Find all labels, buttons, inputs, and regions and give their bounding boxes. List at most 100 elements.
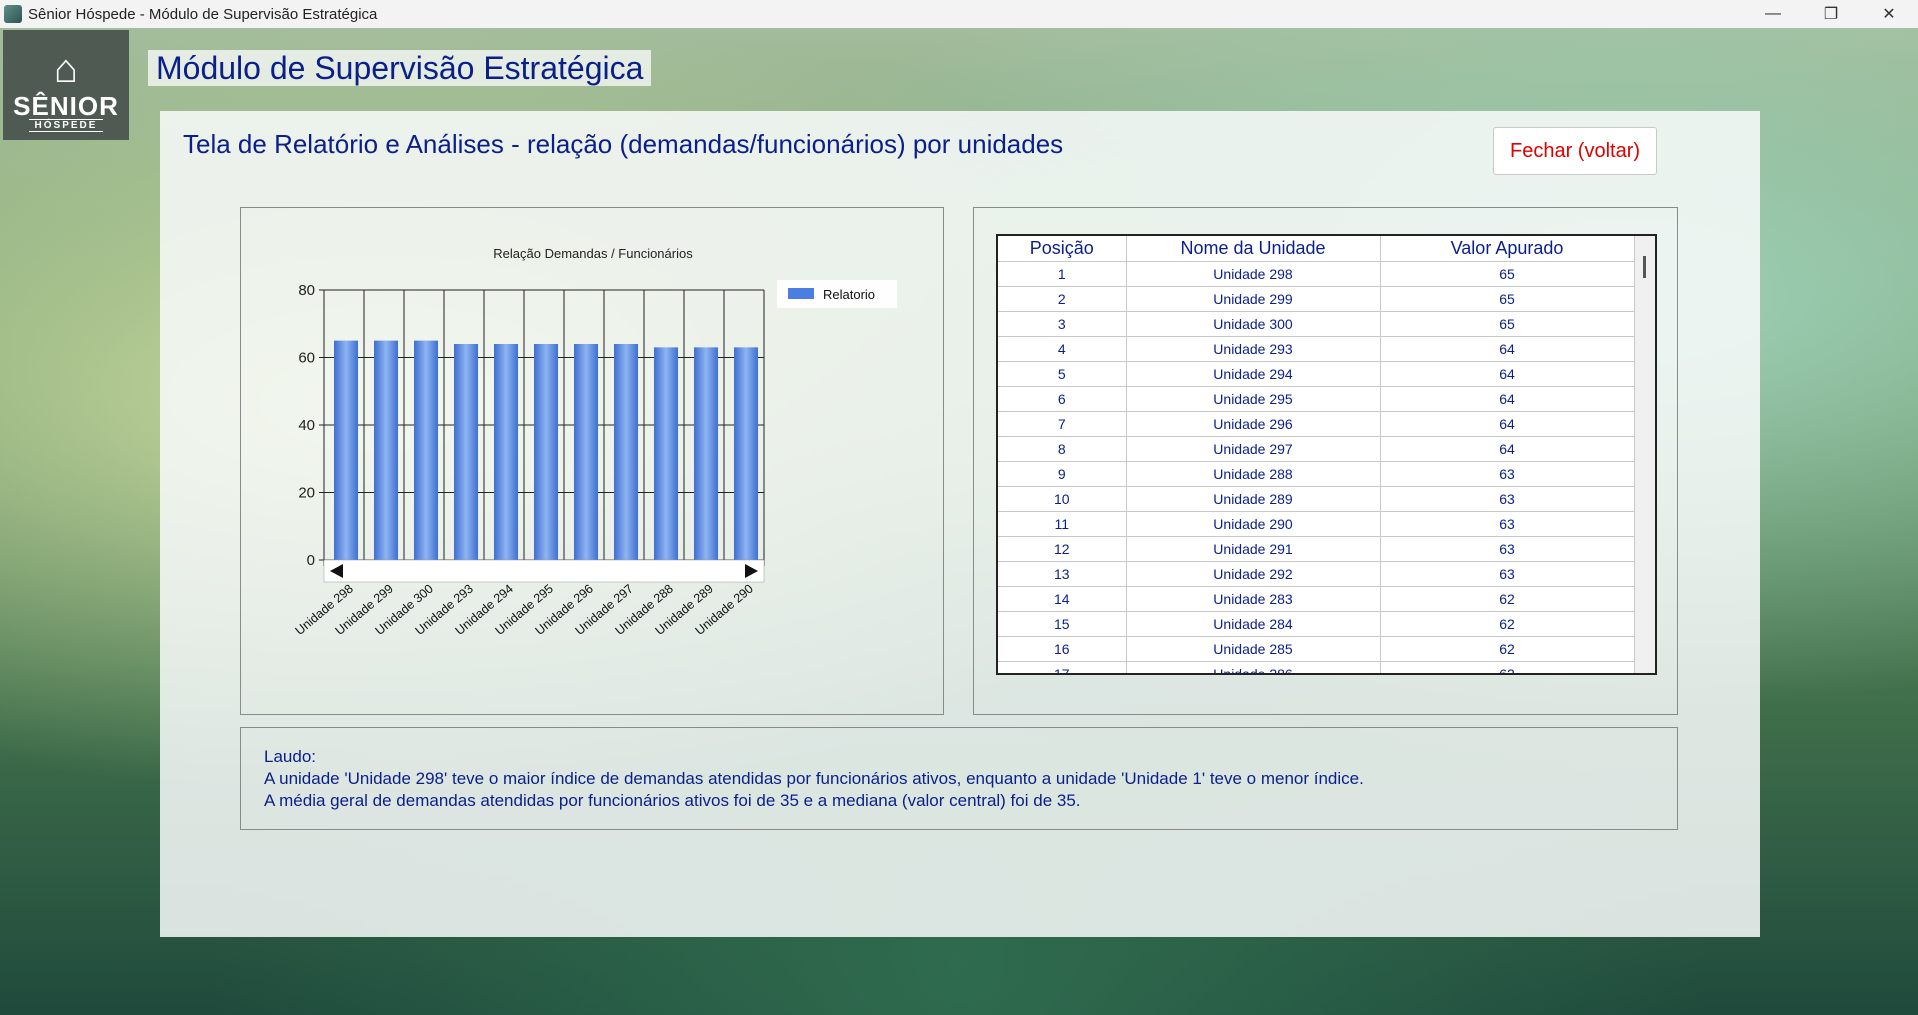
- chart-bar: [374, 340, 398, 560]
- cell-value: 64: [1380, 436, 1635, 462]
- cell-value: 64: [1380, 361, 1635, 387]
- window-controls: — ❐ ✕: [1744, 0, 1918, 28]
- cell-value: 63: [1380, 561, 1635, 587]
- cell-position: 5: [998, 361, 1127, 387]
- chart-title: Relação Demandas / Funcionários: [493, 246, 693, 261]
- table-row[interactable]: 14 Unidade 283 62: [998, 586, 1635, 612]
- chart-bar: [334, 340, 358, 560]
- cell-value: 64: [1380, 336, 1635, 362]
- cell-position: 6: [998, 386, 1127, 412]
- table-row[interactable]: 7 Unidade 296 64: [998, 411, 1635, 437]
- cell-unit-name: Unidade 288: [1126, 461, 1381, 487]
- scroll-left-arrow-icon[interactable]: [330, 564, 343, 578]
- cell-position: 8: [998, 436, 1127, 462]
- cell-unit-name: Unidade 289: [1126, 486, 1381, 512]
- minimize-button[interactable]: —: [1765, 5, 1781, 22]
- table-row[interactable]: 1 Unidade 298 65: [998, 261, 1635, 287]
- cell-unit-name: Unidade 297: [1126, 436, 1381, 462]
- cell-value: 64: [1380, 386, 1635, 412]
- table-row[interactable]: 4 Unidade 293 64: [998, 336, 1635, 362]
- table-row[interactable]: 2 Unidade 299 65: [998, 286, 1635, 312]
- y-tick-label: 0: [307, 552, 315, 569]
- cell-position: 13: [998, 561, 1127, 587]
- chart-bar: [734, 347, 758, 560]
- chart-bar: [654, 347, 678, 560]
- cell-position: 1: [998, 261, 1127, 287]
- cell-value: 63: [1380, 486, 1635, 512]
- cell-position: 3: [998, 311, 1127, 337]
- cell-position: 7: [998, 411, 1127, 437]
- chart-container: Relação Demandas / Funcionários 0 20 40 60 80…: [240, 207, 944, 715]
- table-row[interactable]: 3 Unidade 300 65: [998, 311, 1635, 337]
- table-row[interactable]: 5 Unidade 294 64: [998, 361, 1635, 387]
- restore-button[interactable]: ❐: [1823, 6, 1839, 23]
- table-row[interactable]: 15 Unidade 284 62: [998, 611, 1635, 637]
- cell-value: 65: [1380, 261, 1635, 287]
- cell-unit-name: Unidade 284: [1126, 611, 1381, 637]
- cell-unit-name: Unidade 295: [1126, 386, 1381, 412]
- laudo-box: Laudo: A unidade 'Unidade 298' teve o ma…: [240, 727, 1678, 830]
- report-title: Tela de Relatório e Análises - relação (…: [183, 129, 1064, 159]
- cell-value: 65: [1380, 286, 1635, 312]
- table-row[interactable]: 12 Unidade 291 63: [998, 536, 1635, 562]
- legend-label: Relatorio: [823, 287, 875, 302]
- logo: ⌂ SÊNIOR HÓSPEDE: [3, 30, 129, 140]
- table-header-row: Posição Nome da Unidade Valor Apurado: [998, 236, 1635, 262]
- cell-position: 11: [998, 511, 1127, 537]
- module-title: Módulo de Supervisão Estratégica: [148, 50, 652, 86]
- table-row[interactable]: 10 Unidade 289 63: [998, 486, 1635, 512]
- chart-bar: [414, 340, 438, 560]
- table-row[interactable]: 6 Unidade 295 64: [998, 386, 1635, 412]
- chart-scrollbar: [323, 559, 765, 583]
- cell-value: 62: [1380, 661, 1635, 673]
- y-tick-label: 40: [298, 417, 315, 434]
- cell-position: 12: [998, 536, 1127, 562]
- bar-chart: Relação Demandas / Funcionários 0 20 40 60 80…: [293, 246, 897, 638]
- scroll-right-arrow-icon[interactable]: [745, 564, 758, 578]
- chart-bar: [494, 344, 518, 560]
- table-row[interactable]: 11 Unidade 290 63: [998, 511, 1635, 537]
- table-row[interactable]: 16 Unidade 285 62: [998, 636, 1635, 662]
- close-back-button[interactable]: Fechar (voltar): [1493, 127, 1657, 175]
- chart-bar: [534, 344, 558, 560]
- laudo-line-2: A média geral de demandas atendidas por …: [264, 791, 1081, 810]
- y-tick-label: 80: [298, 282, 315, 299]
- app-icon: [4, 5, 22, 23]
- table-row[interactable]: 9 Unidade 288 63: [998, 461, 1635, 487]
- cell-value: 62: [1380, 636, 1635, 662]
- cell-unit-name: Unidade 292: [1126, 561, 1381, 587]
- cell-position: 10: [998, 486, 1127, 512]
- legend-swatch: [788, 288, 814, 299]
- cell-unit-name: Unidade 290: [1126, 511, 1381, 537]
- column-header-value[interactable]: Valor Apurado: [1380, 236, 1635, 262]
- cell-unit-name: Unidade 294: [1126, 361, 1381, 387]
- cell-unit-name: Unidade 285: [1126, 636, 1381, 662]
- logo-sub-text: HÓSPEDE: [28, 119, 104, 132]
- title-bar: Sênior Hóspede - Módulo de Supervisão Es…: [0, 0, 1918, 28]
- column-header-position[interactable]: Posição: [998, 236, 1127, 262]
- chart-bar: [694, 347, 718, 560]
- cell-value: 65: [1380, 311, 1635, 337]
- table-row[interactable]: 8 Unidade 297 64: [998, 436, 1635, 462]
- scrollbar-thumb[interactable]: [1643, 256, 1646, 278]
- column-header-unit-name[interactable]: Nome da Unidade: [1126, 236, 1381, 262]
- house-icon: ⌂: [53, 47, 79, 91]
- chart-bar: [614, 344, 638, 560]
- table-row[interactable]: 13 Unidade 292 63: [998, 561, 1635, 587]
- cell-position: 14: [998, 586, 1127, 612]
- cell-value: 62: [1380, 611, 1635, 637]
- cell-unit-name: Unidade 300: [1126, 311, 1381, 337]
- table-row[interactable]: 17 Unidade 286 62: [998, 661, 1635, 673]
- chart-bar: [454, 344, 478, 560]
- cell-unit-name: Unidade 293: [1126, 336, 1381, 362]
- close-window-button[interactable]: ✕: [1882, 6, 1896, 23]
- y-tick-label: 60: [298, 350, 315, 367]
- window-title: Sênior Hóspede - Módulo de Supervisão Es…: [28, 5, 378, 23]
- cell-unit-name: Unidade 283: [1126, 586, 1381, 612]
- cell-unit-name: Unidade 298: [1126, 261, 1381, 287]
- vertical-scrollbar[interactable]: [1635, 236, 1655, 673]
- laudo-label: Laudo:: [264, 747, 316, 766]
- cell-position: 2: [998, 286, 1127, 312]
